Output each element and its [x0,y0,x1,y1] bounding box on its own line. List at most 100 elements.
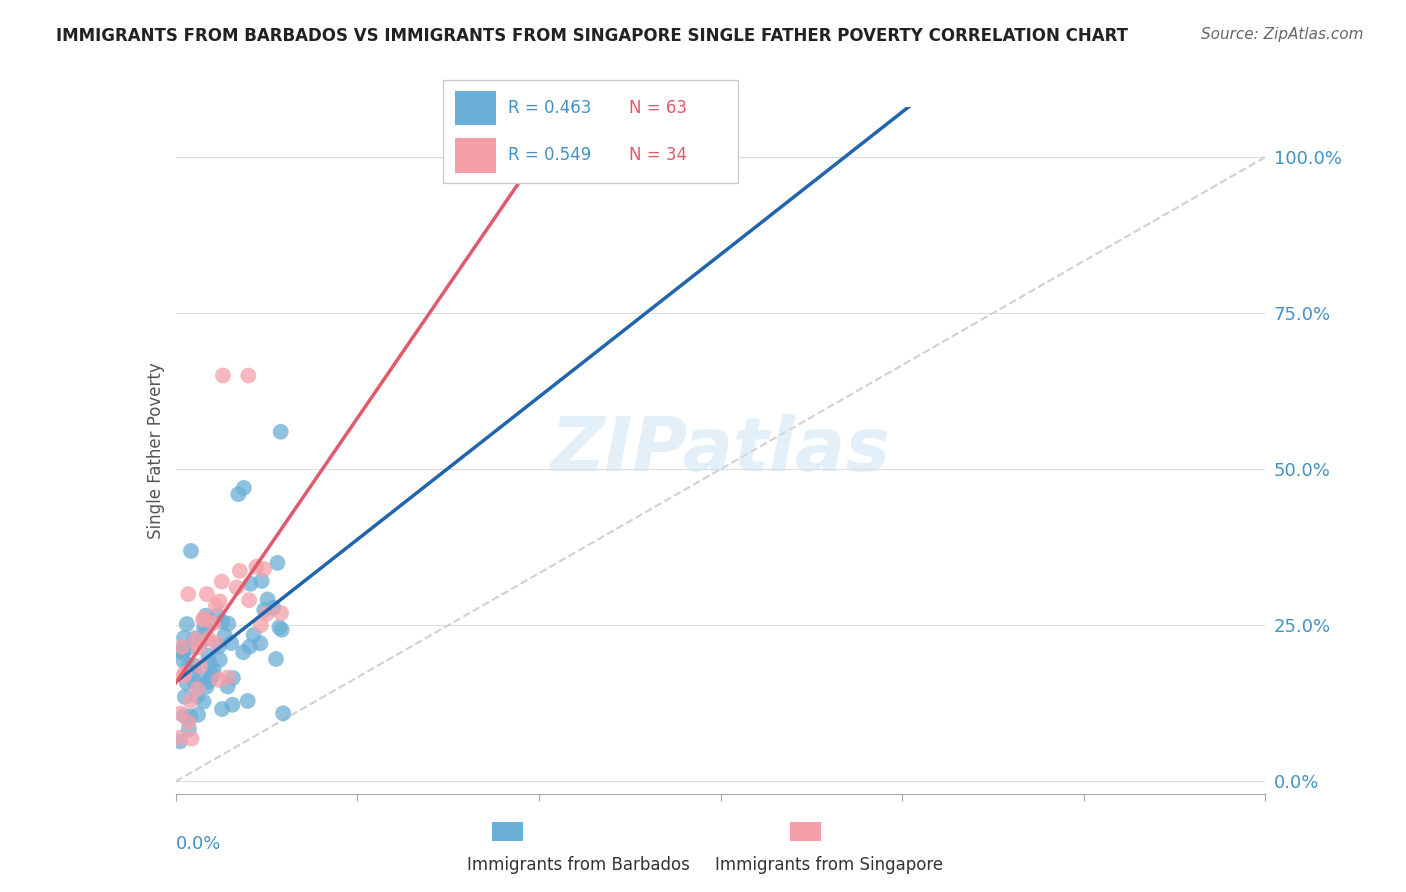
Point [179,694,201,708]
Point [270,623,292,637]
Point [169,734,191,748]
Point [208,673,231,687]
Point [180,731,202,746]
Point [236,694,259,708]
Point [217,680,239,694]
Text: N = 34: N = 34 [628,146,688,164]
Point [176,641,198,656]
Point [239,576,262,591]
Point [271,706,294,721]
Point [250,574,273,588]
Point [177,715,200,730]
Point [242,628,264,642]
Point [187,640,209,655]
Text: Source: ZipAtlas.com: Source: ZipAtlas.com [1201,27,1364,42]
Point [177,659,200,673]
Point [245,559,267,574]
Point [169,731,191,745]
Point [180,544,202,558]
Point [202,616,225,631]
Bar [454,91,496,126]
Point [195,587,218,601]
Point [173,631,195,645]
FancyBboxPatch shape [443,80,738,183]
Point [179,709,201,723]
Text: Immigrants from Singapore: Immigrants from Singapore [716,855,943,873]
Point [253,562,276,576]
Point [184,631,207,645]
Point [205,599,228,613]
Point [190,670,212,684]
Point [229,564,252,578]
Point [177,722,200,736]
Point [201,667,224,681]
Point [197,674,219,689]
Point [211,702,233,716]
Point [190,635,212,649]
Point [250,618,273,632]
Point [200,672,222,686]
Point [217,616,239,631]
Point [232,481,254,495]
Point [195,680,218,694]
Point [176,617,198,632]
Point [191,612,214,626]
Point [186,690,208,704]
Point [211,615,233,629]
Point [219,636,242,650]
Point [170,643,193,657]
Point [172,642,194,657]
Point [194,608,217,623]
Text: ZIPatlas: ZIPatlas [551,414,890,487]
Point [208,594,231,608]
Point [211,574,233,589]
Point [193,611,215,625]
Point [253,603,276,617]
Point [172,654,194,668]
Text: IMMIGRANTS FROM BARBADOS VS IMMIGRANTS FROM SINGAPORE SINGLE FATHER POVERTY CORR: IMMIGRANTS FROM BARBADOS VS IMMIGRANTS F… [56,27,1128,45]
Point [169,706,191,721]
Point [170,640,193,654]
Text: R = 0.549: R = 0.549 [508,146,591,164]
Bar [454,137,496,173]
Point [188,659,211,673]
Point [173,708,195,723]
Point [208,639,231,653]
Point [217,671,239,685]
Point [173,666,195,681]
Point [207,608,229,623]
Point [262,600,284,615]
Point [238,593,260,607]
Point [197,632,219,646]
Point [238,368,260,383]
Point [266,556,288,570]
Point [208,653,231,667]
Point [221,698,243,712]
Point [193,695,215,709]
Point [256,607,278,621]
Point [256,592,278,607]
Point [181,657,204,672]
Point [214,628,236,642]
Point [195,621,218,635]
Point [173,669,195,683]
Point [249,636,271,650]
Point [193,620,215,634]
Point [232,645,254,659]
Point [228,487,250,501]
Point [212,368,235,383]
Point [172,646,194,660]
Point [197,648,219,663]
Point [183,663,205,677]
Point [184,632,207,647]
Point [270,425,292,439]
Point [187,707,209,722]
Point [202,663,225,677]
Point [239,640,262,654]
Point [264,652,287,666]
Point [222,671,245,685]
Point [183,675,205,690]
Point [225,580,247,594]
Point [176,676,198,690]
Text: Immigrants from Barbados: Immigrants from Barbados [467,855,690,873]
